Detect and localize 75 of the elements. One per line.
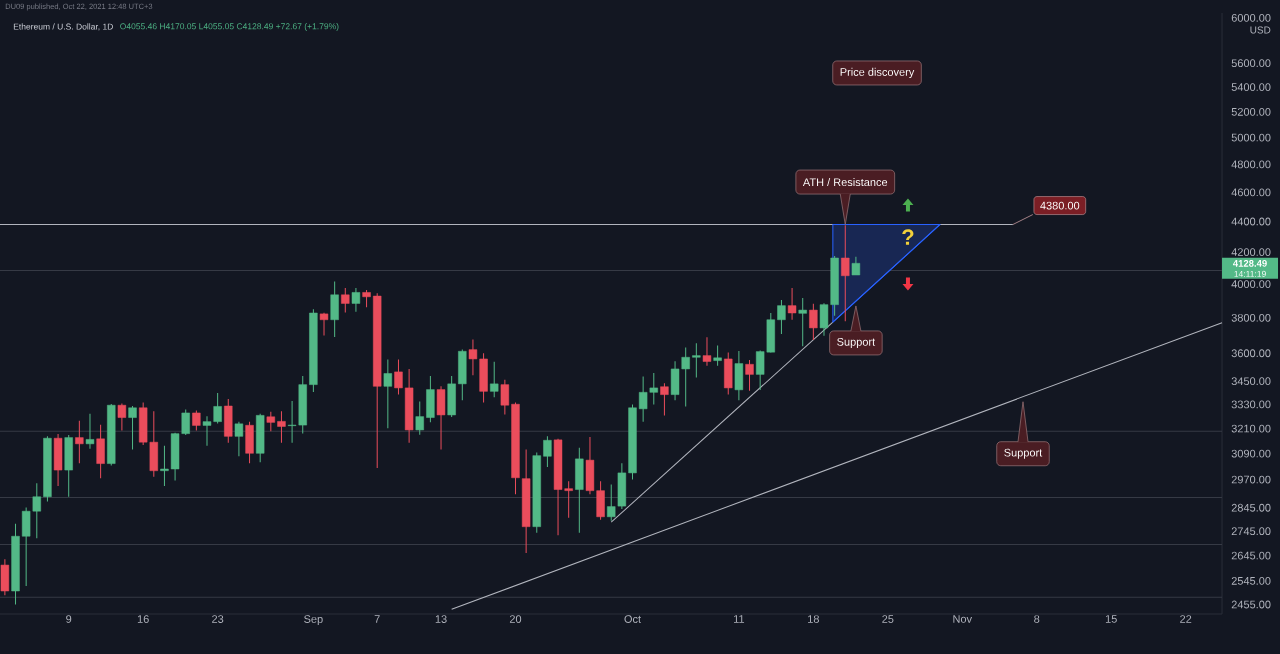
y-tick-label: 5600.00	[1231, 59, 1271, 68]
y-tick-label: 2745.00	[1231, 527, 1271, 536]
candlestick	[85, 413, 95, 450]
y-tick-label: 2455.00	[1231, 600, 1271, 609]
candlestick	[394, 358, 403, 396]
x-tick-label: Nov	[953, 615, 973, 623]
y-tick-label: 4800.00	[1231, 160, 1271, 169]
candlestick	[415, 400, 424, 436]
candlestick	[851, 256, 861, 276]
x-tick-label: 13	[435, 615, 447, 623]
candlestick	[75, 420, 84, 464]
x-tick-label: 16	[137, 615, 149, 623]
candlestick	[500, 379, 510, 416]
y-axis-title: USD	[1250, 26, 1271, 34]
x-tick-label: 22	[1180, 615, 1192, 623]
x-tick-label: 8	[1034, 615, 1040, 623]
candlestick	[660, 382, 669, 417]
x-tick-label: 18	[808, 615, 819, 623]
candlestick	[702, 336, 712, 367]
annotation: Support	[837, 337, 876, 348]
y-tick-label: 3090.00	[1231, 449, 1271, 458]
x-tick-label: 7	[374, 615, 380, 623]
x-tick-label: 23	[212, 615, 224, 623]
candlestick	[128, 405, 137, 451]
candlestick	[798, 297, 807, 347]
candlestick	[692, 342, 701, 378]
text: Ethereum / U.S. Dollar, 1D	[13, 23, 113, 31]
candlestick	[745, 359, 754, 392]
x-tick-label: 9	[66, 615, 72, 623]
annotation: 4380.00	[1040, 201, 1080, 210]
x-tick-label: 20	[509, 615, 522, 623]
y-tick-label: 5400.00	[1231, 83, 1271, 91]
x-tick-label: Sep	[304, 615, 323, 626]
text: O4055.46 H4170.05 L4055.05 C4128.49 +72.67 (+1.79%)	[120, 23, 339, 31]
y-tick-label: 4000.00	[1231, 280, 1271, 288]
candlestick	[277, 410, 286, 444]
candlestick	[787, 287, 797, 321]
x-tick-label: Oct	[624, 615, 641, 623]
candlestick	[117, 402, 127, 432]
candlestick	[809, 303, 818, 341]
y-tick-label: 6000.00	[1231, 14, 1271, 22]
y-tick-label: 3330.00	[1231, 400, 1271, 409]
y-tick-label: 4200.00	[1231, 248, 1271, 256]
candlestick	[234, 421, 244, 457]
y-tick-label: 3450.00	[1231, 377, 1271, 386]
y-tick-label: 2545.00	[1231, 577, 1271, 585]
candlestick	[266, 411, 276, 432]
y-tick-label: 2645.00	[1231, 551, 1271, 560]
x-tick-label: 25	[882, 615, 894, 623]
annotation: ATH / Resistance	[802, 178, 888, 187]
y-tick-label: 5200.00	[1231, 107, 1271, 116]
candlestick	[713, 345, 722, 367]
annotation: Price discovery	[840, 67, 915, 79]
candlestick	[543, 435, 552, 468]
candlestick	[351, 287, 361, 313]
y-tick-label: 3210.00	[1231, 424, 1271, 433]
candlestick	[341, 287, 350, 313]
y-tick-label: 4600.00	[1231, 188, 1271, 197]
text: 4128.49	[1232, 260, 1267, 267]
candlestick	[490, 361, 499, 398]
candlestick	[192, 409, 201, 432]
x-tick-label: 15	[1105, 615, 1117, 623]
candlestick	[841, 224, 850, 322]
candlestick	[777, 299, 786, 335]
y-tick-label: 3800.00	[1231, 313, 1271, 322]
y-tick-label: 5000.00	[1231, 133, 1271, 142]
y-tick-label: 4400.00	[1231, 217, 1271, 226]
y-tick-label: 3600.00	[1231, 349, 1271, 358]
annotation: Support	[1004, 448, 1043, 459]
text: 14:11:19	[1234, 270, 1266, 277]
y-tick-label: 2970.00	[1231, 475, 1271, 484]
candlestick	[383, 358, 393, 429]
annotation: ?	[902, 229, 914, 245]
y-tick-label: 2845.00	[1231, 503, 1271, 512]
x-tick-label: 11	[734, 615, 745, 623]
